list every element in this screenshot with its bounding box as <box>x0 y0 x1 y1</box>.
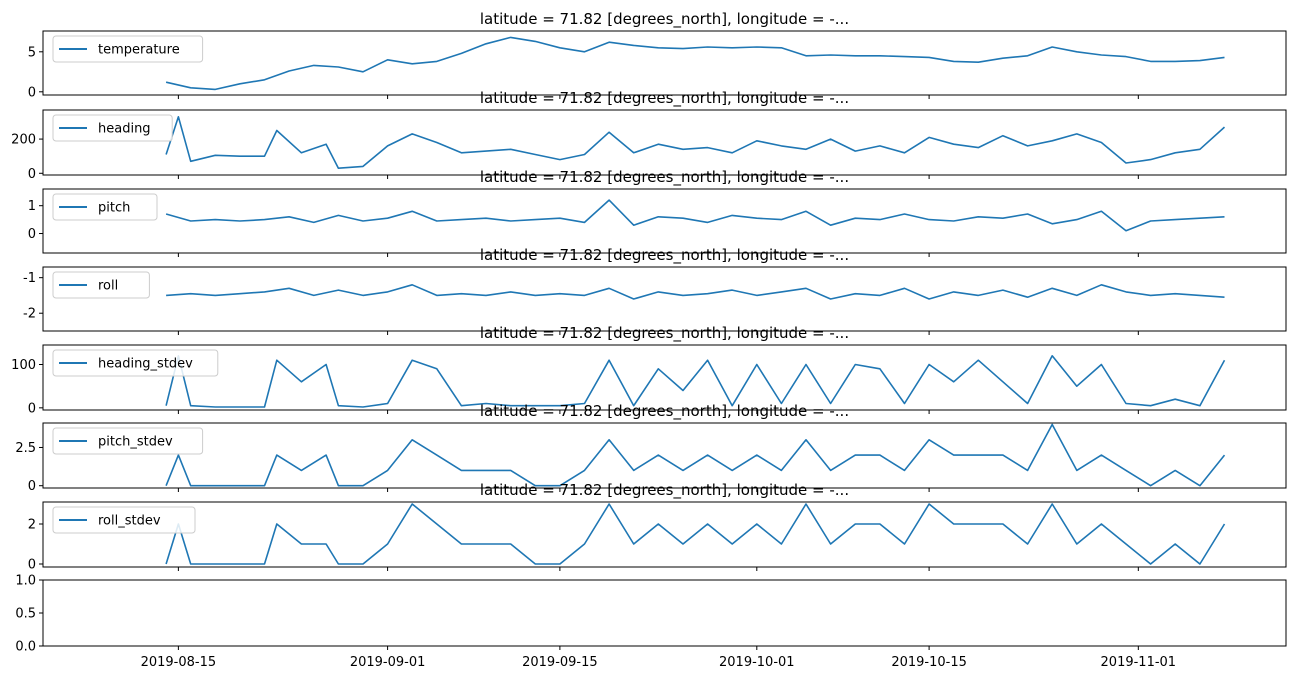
legend: pitch_stdev <box>52 427 204 455</box>
legend: heading_stdev <box>52 349 219 377</box>
legend-label: pitch <box>98 201 130 216</box>
legend: heading <box>52 114 173 142</box>
y-tick-label: 0 <box>28 227 36 242</box>
axes-panel-7: 0.0 0.5 1.0 2019-08-15 2019-09-01 2019-09-15 2… <box>15 574 1287 670</box>
x-tick-label: 2019-08-15 <box>141 655 217 670</box>
axes-frame <box>42 188 1287 254</box>
axes-title: latitude = 71.82 [degrees_north], longit… <box>480 246 849 265</box>
axes-frame <box>42 266 1287 332</box>
axes-title: latitude = 71.82 [degrees_north], longit… <box>480 10 849 29</box>
axes-frame <box>42 422 1287 489</box>
axes-frame <box>42 30 1287 96</box>
legend: roll <box>52 271 150 299</box>
y-tick-label: 5 <box>28 45 36 60</box>
axes-title: latitude = 71.82 [degrees_north], longit… <box>480 481 849 500</box>
axes-panel-0: 0 5 latitude = 71.82 [degrees_north], long… <box>28 10 1287 100</box>
legend: temperature <box>52 35 204 63</box>
y-tick-label: -1 <box>23 271 36 286</box>
y-tick-label: 0 <box>28 85 36 100</box>
legend-frame <box>52 271 150 299</box>
legend-frame <box>52 427 204 455</box>
legend-label: roll <box>98 279 118 294</box>
x-tick-label: 2019-11-01 <box>1101 655 1177 670</box>
y-tick-label: 0.5 <box>15 607 36 622</box>
legend-frame <box>52 349 219 377</box>
axes-title: latitude = 71.82 [degrees_north], longit… <box>480 402 849 421</box>
series-line-pitch_stdev <box>165 423 1226 487</box>
y-tick-label: 2.5 <box>15 441 36 456</box>
x-tick-label: 2019-09-15 <box>522 655 598 670</box>
axes-title: latitude = 71.82 [degrees_north], longit… <box>480 168 849 187</box>
legend-frame <box>52 114 173 142</box>
legend-label: pitch_stdev <box>98 435 173 450</box>
y-tick-label: 0 <box>28 479 36 494</box>
y-tick-label: -2 <box>23 307 36 322</box>
series-line-roll_stdev <box>165 503 1226 565</box>
series-line-temperature <box>165 36 1225 91</box>
y-tick-label: 0 <box>28 401 36 416</box>
series-line-heading <box>165 116 1226 169</box>
series-line-heading_stdev <box>165 354 1226 408</box>
x-tick-label: 2019-09-01 <box>350 655 426 670</box>
legend: roll_stdev <box>52 506 196 534</box>
axes-title: latitude = 71.82 [degrees_north], longit… <box>480 89 849 108</box>
axes-panel-5: 0 2.5 latitude = 71.82 [degrees_north], lo… <box>15 402 1287 494</box>
legend-frame <box>52 506 196 534</box>
y-tick-label: 0 <box>28 167 36 182</box>
axes-panel-1: 0 200 latitude = 71.82 [degrees_north], lo… <box>11 89 1287 182</box>
y-tick-label: 1.0 <box>15 574 36 589</box>
legend-label: heading_stdev <box>98 357 193 372</box>
axes-panel-6: 0 2 latitude = 71.82 [degrees_north], long… <box>28 481 1287 573</box>
legend-frame <box>52 193 158 221</box>
x-tick-label: 2019-10-15 <box>891 655 967 670</box>
y-tick-label: 200 <box>11 133 36 148</box>
legend-label: heading <box>98 122 151 137</box>
axes-panel-2: 0 1 latitude = 71.82 [degrees_north], long… <box>28 168 1287 257</box>
y-tick-label: 0 <box>28 558 36 573</box>
y-tick-label: 1 <box>28 199 36 214</box>
axes-frame <box>42 344 1287 411</box>
y-tick-label: 2 <box>28 518 36 533</box>
x-tick-label: 2019-10-01 <box>719 655 795 670</box>
y-tick-label: 0.0 <box>15 640 36 655</box>
axes-panel-4: 0 100 latitude = 71.82 [degrees_north], lo… <box>11 324 1287 416</box>
legend-label: temperature <box>98 43 180 58</box>
axes-title: latitude = 71.82 [degrees_north], longit… <box>480 324 849 343</box>
legend-label: roll_stdev <box>98 514 161 529</box>
series-line-pitch <box>165 199 1225 232</box>
y-tick-label: 100 <box>11 358 36 373</box>
series-line-roll <box>166 283 1225 300</box>
axes-frame <box>42 501 1287 568</box>
legend: pitch <box>52 193 158 221</box>
legend-frame <box>52 35 204 63</box>
axes-panel-3: -2 -1 latitude = 71.82 [degrees_north], lo… <box>23 246 1287 335</box>
axes-frame <box>42 579 1287 647</box>
axes-frame <box>42 109 1287 176</box>
